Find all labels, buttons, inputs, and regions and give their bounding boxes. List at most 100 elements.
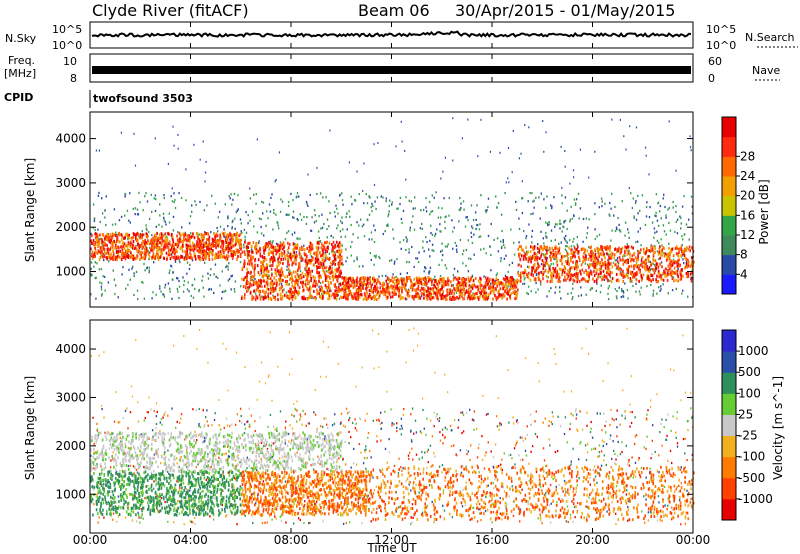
echo-cell	[325, 278, 328, 282]
echo-cell	[227, 254, 230, 258]
echo-cell	[437, 291, 439, 295]
echo-cell	[387, 224, 389, 228]
echo-cell	[656, 250, 659, 253]
echo-cell	[441, 280, 443, 284]
echo-cell	[96, 233, 98, 237]
echo-cell	[195, 246, 197, 250]
echo-cell	[256, 285, 259, 289]
echo-cell	[332, 260, 334, 264]
echo-cell	[416, 294, 419, 298]
echo-cell	[178, 191, 180, 195]
echo-cell	[532, 247, 534, 251]
echo-cell	[195, 231, 198, 235]
echo-cell	[178, 259, 180, 262]
echo-cell	[567, 269, 569, 272]
echo-cell	[371, 238, 373, 241]
echo-cell	[609, 252, 612, 256]
echo-cell	[192, 249, 195, 253]
echo-cell	[321, 242, 323, 246]
echo-cell	[676, 232, 679, 235]
echo-cell	[423, 270, 425, 273]
echo-cell	[143, 262, 145, 266]
echo-cell	[303, 295, 305, 299]
echo-cell	[136, 238, 139, 242]
echo-cell	[684, 266, 686, 270]
echo-cell	[318, 271, 321, 275]
echo-cell	[116, 233, 118, 236]
echo-cell	[309, 286, 312, 290]
echo-cell	[185, 257, 188, 261]
echo-cell	[626, 246, 629, 250]
echo-cell	[485, 297, 487, 301]
echo-cell	[531, 266, 533, 270]
echo-cell	[151, 255, 154, 259]
echo-cell	[193, 278, 196, 281]
echo-cell	[145, 192, 147, 195]
echo-cell	[565, 278, 567, 282]
echo-cell	[565, 260, 567, 264]
echo-cell	[488, 286, 490, 290]
echo-cell	[601, 205, 603, 208]
echo-cell	[424, 266, 426, 269]
echo-cell	[653, 227, 656, 230]
echo-cell	[675, 245, 678, 249]
echo-cell	[457, 288, 460, 292]
echo-cell	[287, 204, 290, 208]
echo-cell	[667, 252, 670, 256]
echo-cell	[470, 204, 473, 207]
echo-cell	[563, 265, 566, 268]
echo-cell	[653, 236, 655, 239]
echo-cell	[194, 247, 196, 251]
echo-cell	[276, 249, 278, 253]
echo-cell	[101, 240, 104, 244]
echo-cell	[652, 289, 655, 292]
power-panel	[90, 117, 695, 302]
echo-cell	[565, 239, 567, 242]
echo-cell	[334, 275, 336, 279]
echo-cell	[420, 209, 422, 212]
echo-cell	[207, 242, 209, 246]
echo-cell	[369, 281, 371, 285]
echo-cell	[216, 256, 218, 259]
echo-cell	[256, 296, 259, 300]
echo-cell	[203, 241, 205, 245]
echo-cell	[568, 278, 571, 282]
echo-cell	[333, 255, 336, 258]
echo-cell	[538, 196, 540, 199]
echo-cell	[393, 262, 396, 265]
echo-cell	[271, 245, 273, 249]
echo-cell	[172, 215, 175, 218]
echo-cell	[205, 255, 208, 259]
echo-cell	[641, 256, 644, 260]
echo-cell	[305, 284, 308, 288]
echo-cell	[507, 292, 509, 296]
echo-cell	[224, 248, 226, 252]
echo-cell	[214, 237, 216, 241]
echo-cell	[564, 196, 567, 199]
echo-cell	[154, 243, 156, 246]
echo-cell	[394, 288, 396, 292]
echo-cell	[310, 255, 313, 258]
echo-cell	[661, 248, 663, 252]
echo-cell	[471, 241, 474, 244]
echo-cell	[414, 196, 416, 199]
echo-cell	[112, 253, 115, 257]
echo-cell	[112, 256, 114, 260]
echo-cell	[632, 275, 634, 279]
echo-cell	[655, 267, 658, 271]
echo-cell	[534, 269, 537, 273]
echo-cell	[277, 246, 279, 250]
echo-cell	[659, 289, 661, 292]
echo-cell	[607, 287, 609, 290]
echo-cell	[204, 256, 206, 260]
echo-cell	[337, 224, 339, 227]
echo-cell	[287, 257, 289, 261]
echo-cell	[611, 252, 614, 256]
echo-cell	[317, 274, 320, 278]
echo-cell	[306, 270, 308, 274]
echo-cell	[590, 263, 592, 267]
echo-cell	[278, 253, 281, 256]
echo-cell	[144, 254, 147, 258]
echo-cell	[436, 282, 439, 286]
echo-cell	[671, 263, 674, 267]
